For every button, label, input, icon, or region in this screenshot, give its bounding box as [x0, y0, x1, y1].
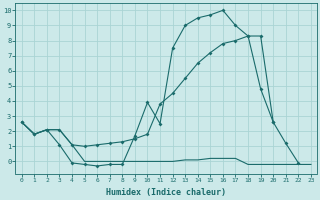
- X-axis label: Humidex (Indice chaleur): Humidex (Indice chaleur): [106, 188, 226, 197]
